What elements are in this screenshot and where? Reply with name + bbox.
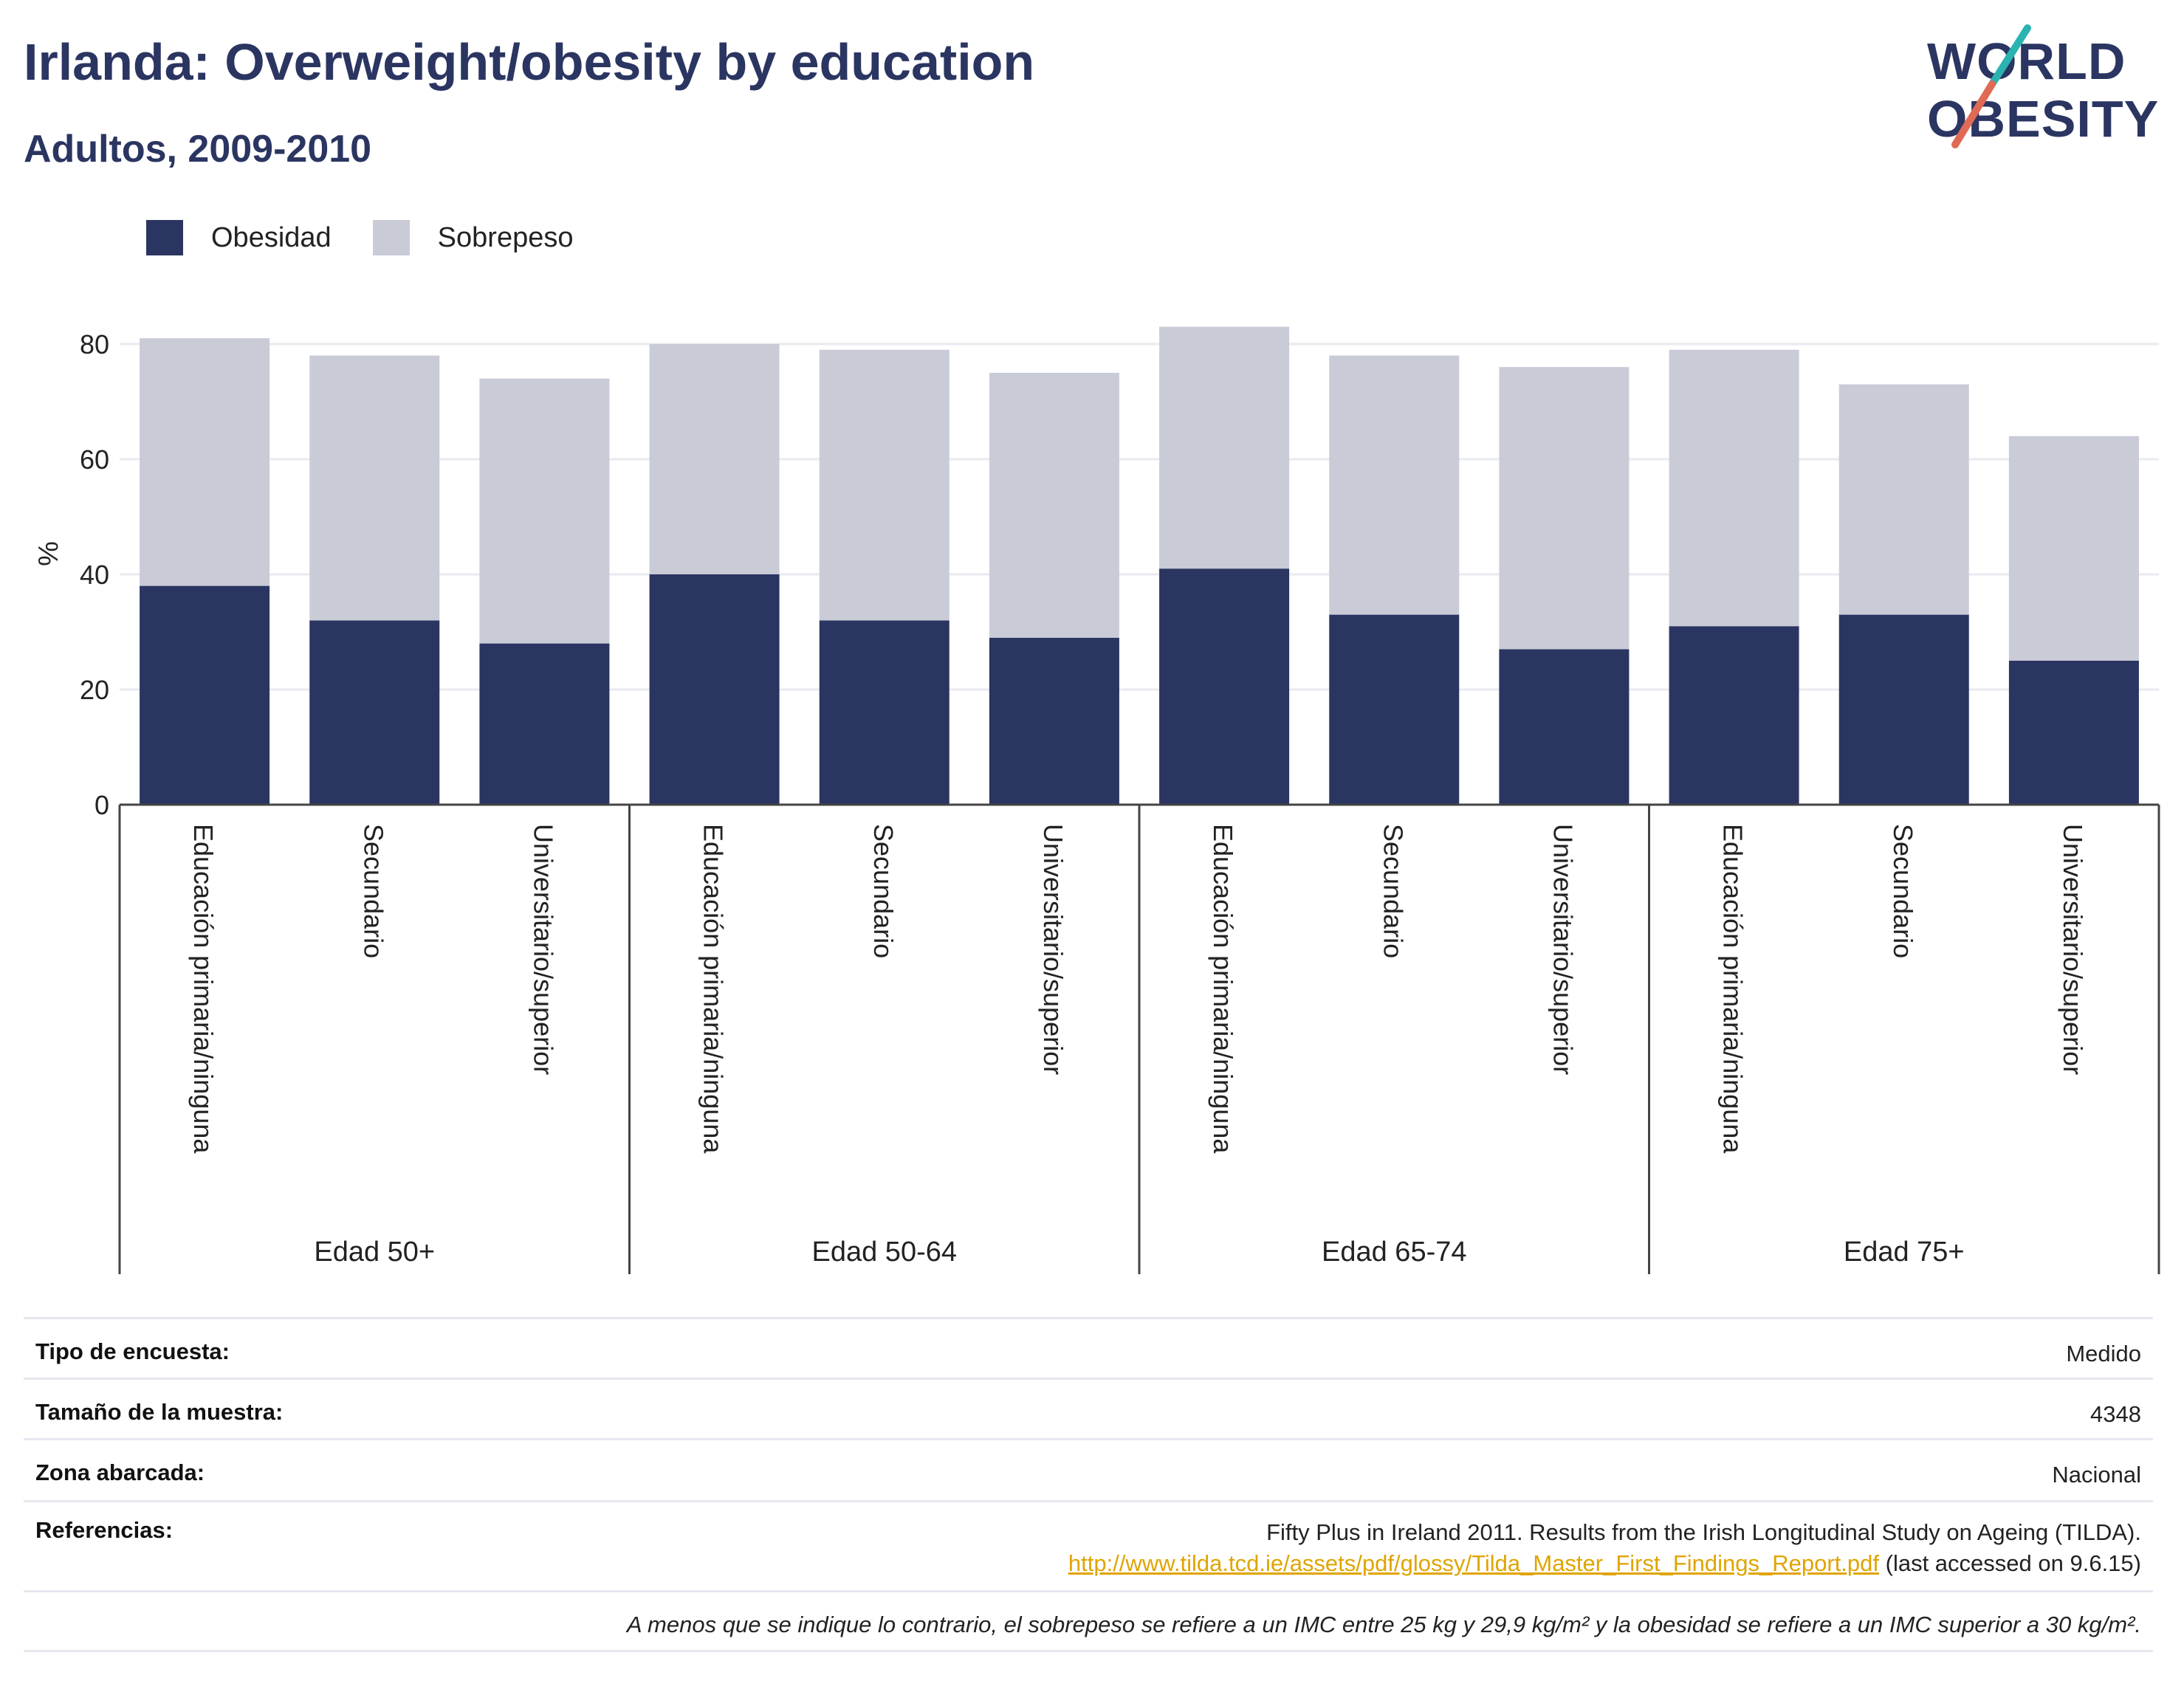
bar-sobrepeso (140, 338, 270, 586)
reference-accessed: (last accessed on 9.6.15) (1879, 1550, 2141, 1576)
legend-item-sobrepeso: Sobrepeso (372, 220, 574, 255)
legend-label-sobrepeso: Sobrepeso (437, 221, 574, 253)
logo-word-obesity: OBESITY (1927, 90, 2160, 148)
bar-sobrepeso (1499, 367, 1630, 650)
info-row-sample-size: Tamaño de la muestra: 4348 (24, 1378, 2153, 1438)
y-tick-label: 20 (80, 675, 109, 705)
bar-sobrepeso (309, 355, 440, 621)
group-label: Edad 50+ (314, 1237, 435, 1268)
stacked-bar-chart: 0 20 40 60 80% Educación primaria/ninguna Secu… (33, 326, 2160, 1274)
bar-sobrepeso (1159, 326, 1290, 569)
info-row-note: A menos que se indique lo contrario, el … (24, 1590, 2153, 1652)
chart-subtitle: Adultos, 2009-2010 (24, 128, 372, 171)
y-tick-label: 80 (80, 329, 109, 360)
group-label: Edad 65-74 (1322, 1237, 1467, 1268)
x-tick-label: Secundario (868, 824, 899, 958)
info-row-coverage: Zona abarcada: Nacional (24, 1438, 2153, 1500)
x-tick-label: Universitario/superior (1548, 824, 1578, 1075)
bar-sobrepeso (1838, 384, 1969, 615)
x-tick-label: Secundario (1888, 824, 1918, 958)
bar-sobrepeso (479, 378, 610, 644)
bar-sobrepeso (819, 349, 950, 621)
logo-slash-icon (1951, 24, 2031, 148)
info-value-sample-size: 4348 (2090, 1401, 2141, 1427)
x-tick-label: Educación primaria/ninguna (188, 824, 219, 1154)
group-label: Edad 50-64 (812, 1237, 958, 1268)
bar-obesidad (1838, 614, 1969, 805)
bar-sobrepeso (649, 344, 780, 574)
x-tick-label: Secundario (358, 824, 388, 958)
bar-sobrepeso (2008, 436, 2139, 661)
logo-word-world: WORLD (1927, 32, 2126, 90)
x-tick-label: Educación primaria/ninguna (1208, 824, 1238, 1154)
bar-obesidad (309, 620, 440, 805)
bar-obesidad (140, 585, 270, 805)
bar-obesidad (2008, 661, 2139, 805)
bar-sobrepeso (1329, 355, 1460, 615)
x-tick-label: Universitario/superior (1038, 824, 1068, 1075)
chart-legend: Obesidad Sobrepeso (146, 220, 614, 255)
info-row-references: Referencias: Fifty Plus in Ireland 2011.… (24, 1500, 2153, 1590)
reference-link-line: http://www.tilda.tcd.ie/assets/pdf/gloss… (1068, 1548, 2141, 1579)
bar-obesidad (649, 574, 780, 805)
info-label-sample-size: Tamaño de la muestra: (35, 1399, 284, 1425)
y-tick-label: 60 (80, 444, 109, 475)
x-tick-label: Secundario (1378, 824, 1408, 958)
info-value-survey-type: Medido (2066, 1341, 2141, 1366)
legend-swatch-obesidad (146, 220, 183, 255)
definition-note: A menos que se indique lo contrario, el … (626, 1612, 2141, 1637)
x-tick-label: Educación primaria/ninguna (1718, 824, 1748, 1154)
chart-title: Irlanda: Overweight/obesity by education (24, 33, 1035, 91)
legend-item-obesidad: Obesidad (146, 220, 332, 255)
info-label-references: Referencias: (35, 1517, 174, 1543)
info-value-references: Fifty Plus in Ireland 2011. Results from… (1068, 1517, 2141, 1579)
legend-label-obesidad: Obesidad (211, 221, 332, 253)
bar-obesidad (1499, 649, 1630, 805)
bar-obesidad (1159, 568, 1290, 805)
bar-obesidad (479, 643, 610, 805)
info-row-survey-type: Tipo de encuesta: Medido (24, 1317, 2153, 1378)
info-label-survey-type: Tipo de encuesta: (35, 1338, 230, 1364)
bar-sobrepeso (1669, 349, 1799, 627)
world-obesity-logo: WORLD OBESITY (1927, 24, 2171, 154)
bar-obesidad (819, 620, 950, 805)
legend-swatch-sobrepeso (372, 220, 410, 255)
y-tick-label: 40 (80, 560, 109, 590)
bar-obesidad (1329, 614, 1460, 805)
info-label-coverage: Zona abarcada: (35, 1460, 205, 1485)
x-tick-label: Educación primaria/ninguna (698, 824, 729, 1154)
reference-text: Fifty Plus in Ireland 2011. Results from… (1266, 1519, 2141, 1545)
x-tick-label: Universitario/superior (528, 824, 558, 1075)
info-table: Tipo de encuesta: Medido Tamaño de la mu… (24, 1317, 2153, 1652)
group-label: Edad 75+ (1844, 1237, 1965, 1268)
bar-obesidad (1669, 626, 1799, 805)
y-axis-label: % (33, 541, 64, 566)
reference-link[interactable]: http://www.tilda.tcd.ie/assets/pdf/gloss… (1068, 1550, 1880, 1576)
bar-sobrepeso (989, 373, 1119, 638)
info-value-coverage: Nacional (2052, 1462, 2141, 1488)
x-tick-label: Universitario/superior (2058, 824, 2088, 1075)
bar-obesidad (989, 637, 1119, 805)
y-tick-label: 0 (95, 790, 109, 820)
